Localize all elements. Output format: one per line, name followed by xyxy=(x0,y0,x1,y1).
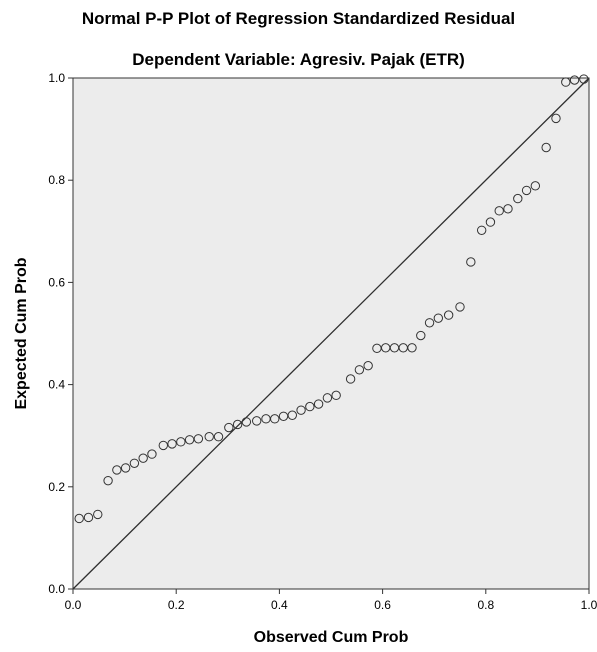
data-point xyxy=(120,463,131,473)
data-point xyxy=(466,257,476,267)
data-point xyxy=(331,390,341,401)
data-point xyxy=(251,416,262,426)
data-point xyxy=(93,509,103,520)
x-axis-label: Observed Cum Prob xyxy=(254,629,409,646)
data-point xyxy=(494,206,504,216)
data-point xyxy=(129,458,140,468)
x-tick-label: 0.8 xyxy=(477,598,494,612)
data-point xyxy=(305,401,315,412)
y-tick-label: 0.6 xyxy=(48,275,65,289)
data-point xyxy=(232,419,243,430)
data-point xyxy=(167,439,177,449)
data-point xyxy=(103,475,113,486)
y-tick-label: 1.0 xyxy=(48,71,65,85)
data-point xyxy=(74,513,84,524)
data-point xyxy=(424,318,435,328)
data-point xyxy=(313,399,324,409)
data-point xyxy=(112,465,122,475)
data-point xyxy=(476,225,487,235)
plot-frame xyxy=(72,77,590,590)
x-tick-label: 0.4 xyxy=(271,598,288,612)
data-point xyxy=(579,74,589,84)
data-point xyxy=(530,181,541,191)
data-point xyxy=(363,360,373,371)
data-point xyxy=(296,405,306,415)
data-point xyxy=(287,410,297,420)
chart-title: Normal P-P Plot of Regression Standardiz… xyxy=(81,9,516,28)
data-point xyxy=(521,185,532,196)
data-point xyxy=(193,434,204,444)
x-tick-label: 1.0 xyxy=(581,598,597,612)
data-point xyxy=(322,393,333,403)
data-point xyxy=(213,432,224,442)
data-point xyxy=(224,422,234,433)
data-point xyxy=(204,432,214,442)
data-point xyxy=(443,310,454,320)
data-point xyxy=(569,75,580,85)
data-point xyxy=(270,414,280,424)
data-point xyxy=(241,417,252,427)
data-point xyxy=(147,449,157,459)
data-point xyxy=(345,374,356,384)
data-point xyxy=(485,217,496,227)
data-point xyxy=(455,302,465,312)
x-tick-label: 0.6 xyxy=(374,598,391,612)
data-point xyxy=(503,204,513,214)
data-point xyxy=(138,453,148,463)
x-tick-label: 0.2 xyxy=(168,598,185,612)
y-axis-label: Expected Cum Prob xyxy=(13,257,30,409)
data-point xyxy=(407,343,417,353)
reference-diagonal-line xyxy=(72,77,590,590)
y-tick-label: 0.2 xyxy=(48,480,65,494)
x-tick-label: 0.0 xyxy=(65,598,82,612)
y-tick-label: 0.0 xyxy=(48,582,65,596)
data-point xyxy=(354,365,365,375)
data-point xyxy=(83,512,94,523)
data-point xyxy=(176,437,186,447)
y-tick-label: 0.8 xyxy=(48,173,65,187)
data-point xyxy=(158,440,169,451)
data-point xyxy=(551,113,561,124)
data-point xyxy=(433,313,444,323)
y-tick-label: 0.4 xyxy=(48,378,65,392)
data-point xyxy=(416,330,426,341)
data-point xyxy=(541,142,551,153)
chart-subtitle: Dependent Variable: Agresiv. Pajak (ETR) xyxy=(132,50,465,69)
data-point xyxy=(513,193,523,204)
